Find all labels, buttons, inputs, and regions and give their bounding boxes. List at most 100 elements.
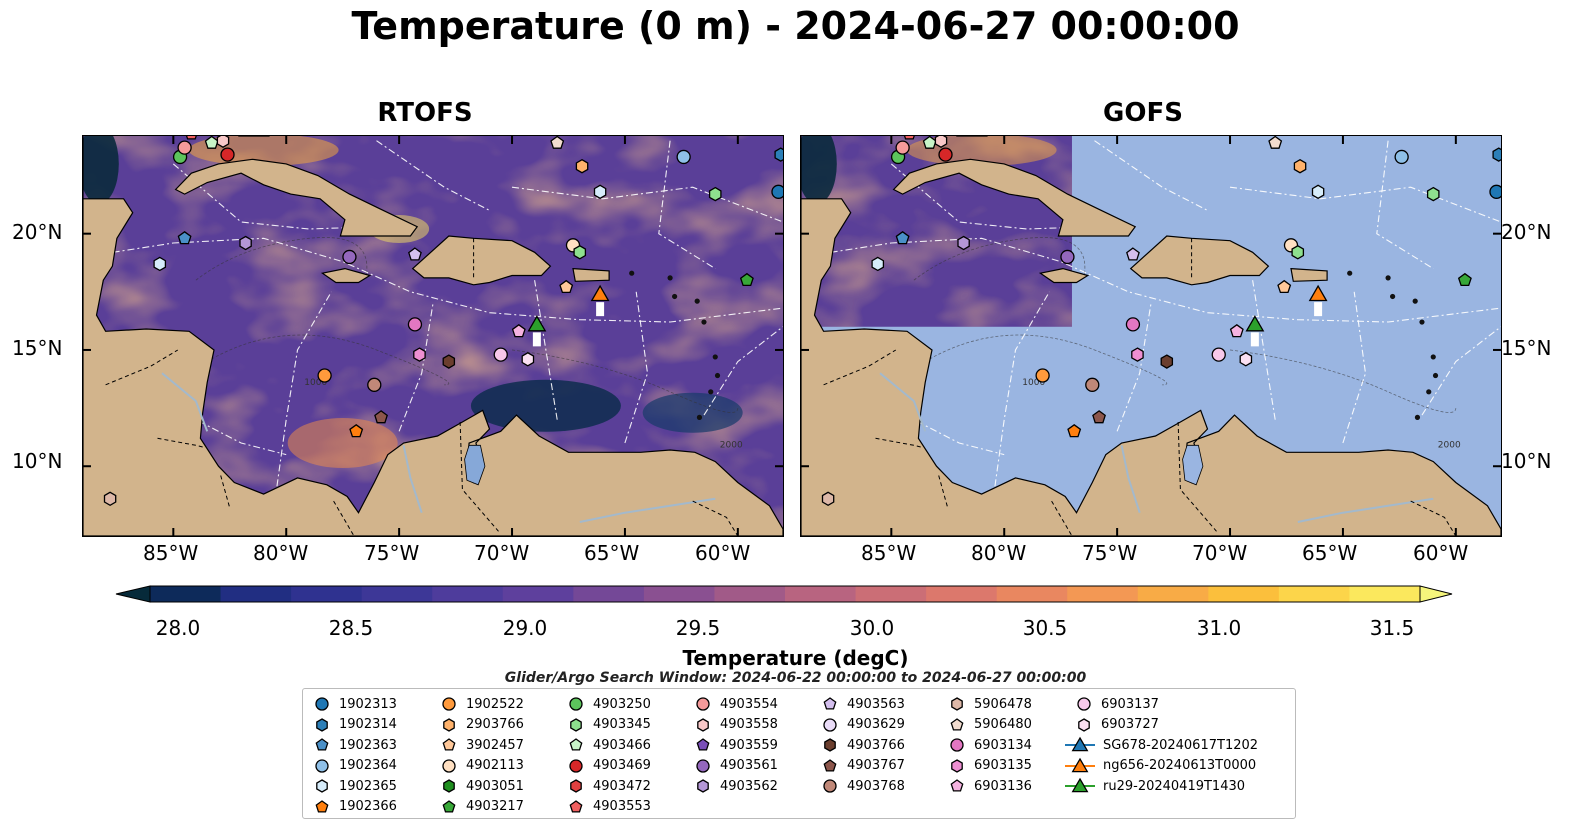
float-marker[interactable] <box>1126 247 1140 261</box>
float-marker[interactable] <box>1060 249 1075 265</box>
float-marker[interactable] <box>1211 347 1226 362</box>
float-marker[interactable] <box>871 256 885 272</box>
colorbar-segment <box>714 586 786 602</box>
float-marker[interactable] <box>676 149 691 165</box>
map-rtofs[interactable]: 1000 2000 <box>82 135 784 537</box>
float-marker[interactable] <box>407 317 423 332</box>
float-marker[interactable] <box>575 158 589 174</box>
legend-item: 4903561 <box>694 757 778 775</box>
float-marker[interactable] <box>103 491 117 507</box>
legend-item: 2903766 <box>440 716 524 734</box>
legend-label: 4903558 <box>720 717 778 732</box>
float-marker[interactable] <box>1311 184 1325 200</box>
float-marker[interactable] <box>239 235 252 251</box>
float-marker[interactable] <box>1239 352 1253 367</box>
lon-label-80w: 80°W <box>253 541 309 565</box>
legend-item: 5906480 <box>948 716 1032 734</box>
glider-marker[interactable] <box>527 315 547 332</box>
float-marker[interactable] <box>739 272 754 287</box>
lon-label-75w: 75°W <box>364 541 420 565</box>
float-marker[interactable] <box>1268 136 1283 149</box>
legend-label: 4903250 <box>593 696 651 712</box>
float-marker[interactable] <box>177 140 192 155</box>
float-marker[interactable] <box>1229 323 1244 338</box>
float-marker[interactable] <box>1035 368 1050 383</box>
colorbar-segment <box>1278 586 1350 602</box>
float-marker[interactable] <box>593 184 607 200</box>
float-marker[interactable] <box>1293 158 1307 174</box>
float-marker[interactable] <box>1125 317 1141 332</box>
float-marker[interactable] <box>821 491 835 507</box>
float-marker[interactable] <box>903 136 915 140</box>
colorbar-segment <box>926 586 998 602</box>
float-marker[interactable] <box>1160 354 1174 369</box>
float-marker[interactable] <box>1277 279 1292 294</box>
float-marker[interactable] <box>367 377 382 392</box>
legend-label: 4902113 <box>466 758 524 773</box>
glider-marker[interactable] <box>590 284 610 302</box>
float-marker[interactable] <box>349 423 364 438</box>
pentagon-marker-icon <box>442 738 456 751</box>
float-marker[interactable] <box>521 352 535 367</box>
float-marker[interactable] <box>1426 186 1440 202</box>
float-marker[interactable] <box>1131 347 1144 362</box>
colorbar-label: Temperature (degC) <box>682 646 909 670</box>
pentagon-marker-icon <box>315 738 329 751</box>
float-marker[interactable] <box>317 368 332 383</box>
float-marker[interactable] <box>511 323 526 338</box>
cb-tick-29-5: 29.5 <box>675 616 721 640</box>
colorbar-segment <box>291 586 363 602</box>
cb-tick-31-5: 31.5 <box>1369 616 1415 640</box>
legend-item: 6903136 <box>948 777 1032 795</box>
circle-marker-icon <box>823 717 837 732</box>
legend-item: 4903767 <box>821 757 905 775</box>
legend-label: 1902313 <box>339 696 397 712</box>
float-marker[interactable] <box>493 347 508 362</box>
legend-label: 4903554 <box>720 696 778 712</box>
float-marker[interactable] <box>895 140 910 155</box>
float-marker[interactable] <box>895 230 910 245</box>
float-marker[interactable] <box>1092 410 1106 424</box>
lat-label-15n-right: 15°N <box>1501 336 1552 360</box>
float-marker[interactable] <box>1067 423 1082 438</box>
float-marker[interactable] <box>550 136 565 149</box>
float-marker[interactable] <box>185 136 197 140</box>
pentagon-marker-icon <box>696 738 710 751</box>
float-marker[interactable] <box>216 136 230 148</box>
float-marker[interactable] <box>1291 245 1305 260</box>
legend-label: 2903766 <box>466 717 524 732</box>
float-marker[interactable] <box>374 410 388 424</box>
hexagon-marker-icon <box>697 717 709 732</box>
float-marker[interactable] <box>934 136 948 148</box>
float-marker[interactable] <box>1489 184 1501 199</box>
map-gofs[interactable]: 1000 2000 <box>800 135 1502 537</box>
float-marker[interactable] <box>708 186 722 202</box>
float-marker[interactable] <box>408 247 422 261</box>
lat-label-20n-right: 20°N <box>1501 220 1552 244</box>
float-marker[interactable] <box>771 184 783 199</box>
float-marker[interactable] <box>938 147 953 162</box>
legend-item: 1902364 <box>313 757 397 775</box>
float-marker[interactable] <box>1457 272 1472 287</box>
hexagon-marker-icon <box>697 779 709 793</box>
float-marker[interactable] <box>1394 149 1409 165</box>
float-marker[interactable] <box>342 249 357 265</box>
float-marker[interactable] <box>957 235 970 251</box>
lat-label-10n-left: 10°N <box>12 449 63 473</box>
float-marker[interactable] <box>153 256 167 272</box>
float-marker[interactable] <box>413 347 426 362</box>
float-marker[interactable] <box>559 279 574 294</box>
float-marker[interactable] <box>1085 377 1100 392</box>
glider-marker[interactable] <box>1308 284 1328 302</box>
float-marker[interactable] <box>177 230 192 245</box>
float-marker[interactable] <box>573 245 587 260</box>
lon-label-65w-gofs: 65°W <box>1302 541 1358 565</box>
glider-marker[interactable] <box>1245 315 1265 332</box>
float-marker[interactable] <box>1492 147 1501 162</box>
cb-tick-31-0: 31.0 <box>1196 616 1242 640</box>
float-marker[interactable] <box>442 354 456 369</box>
colorbar-segment <box>1067 586 1139 602</box>
float-marker[interactable] <box>220 147 235 162</box>
lon-label-80w-gofs: 80°W <box>971 541 1027 565</box>
float-marker[interactable] <box>774 147 783 162</box>
